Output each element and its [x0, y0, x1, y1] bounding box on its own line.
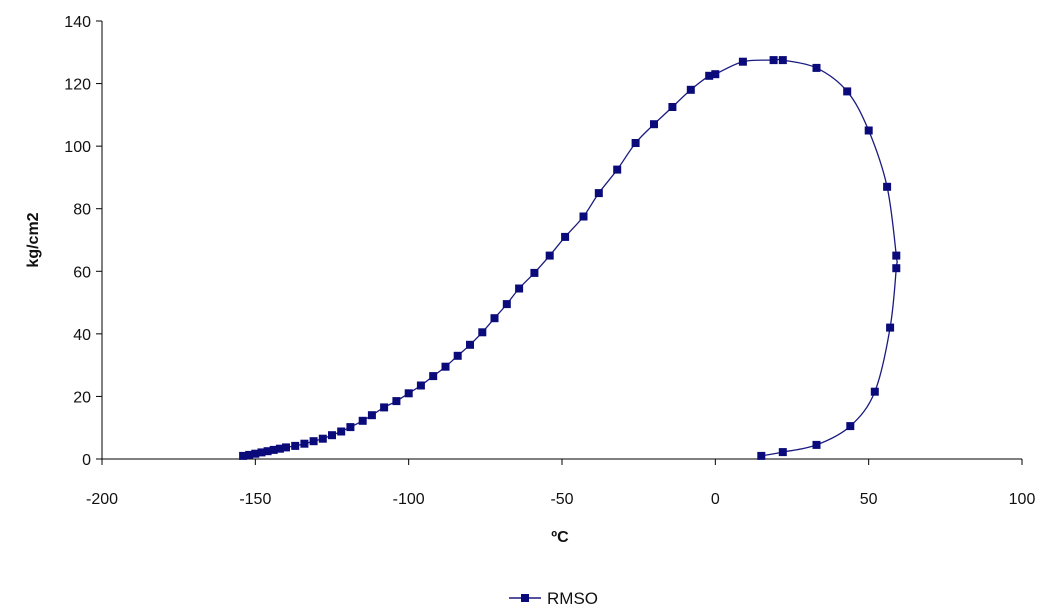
x-tick-label: -100: [393, 491, 425, 508]
data-point: [886, 323, 895, 332]
data-point: [686, 85, 695, 94]
data-point: [239, 451, 248, 460]
legend-marker-swatch: [521, 594, 529, 602]
series-line-group: [242, 58, 898, 457]
data-point: [846, 422, 855, 431]
data-point: [738, 57, 747, 66]
y-tick-label: 100: [64, 139, 91, 156]
data-point: [478, 328, 487, 337]
y-tick-label: 20: [73, 389, 91, 406]
y-axis-title: kg/cm2: [25, 212, 42, 267]
data-point: [300, 439, 309, 448]
data-point: [769, 56, 778, 65]
data-point: [257, 448, 266, 457]
legend-label-rmso: RMSO: [547, 589, 598, 607]
data-point: [561, 232, 570, 241]
data-point: [275, 444, 284, 453]
series-markers-group: [239, 56, 901, 460]
data-point: [291, 441, 300, 450]
data-point: [441, 362, 450, 371]
y-tick-label: 140: [64, 14, 91, 31]
data-point: [812, 63, 821, 72]
y-tick-label: 0: [82, 452, 91, 469]
y-tick-label: 60: [73, 264, 91, 281]
data-point: [757, 451, 766, 460]
data-point: [263, 447, 272, 456]
data-point: [346, 423, 355, 432]
data-point: [466, 340, 474, 349]
data-point: [892, 251, 901, 260]
data-point: [367, 411, 376, 420]
data-point: [594, 189, 603, 198]
data-point: [490, 314, 499, 323]
series-line: [242, 58, 898, 457]
axes: 0 20 40 60 80 100 120 140 -200 -150 -100 -50 0 50 100: [64, 14, 1035, 508]
data-point: [269, 445, 278, 454]
data-point: [778, 56, 787, 65]
data-point: [380, 403, 389, 412]
data-point: [282, 443, 290, 452]
data-point: [530, 268, 539, 277]
data-point: [613, 165, 622, 174]
x-tick-label: -150: [239, 491, 271, 508]
legend: RMSO: [509, 589, 598, 607]
data-point: [358, 416, 367, 425]
data-point: [416, 381, 425, 390]
data-point: [579, 212, 588, 221]
data-point: [631, 139, 640, 147]
data-point: [892, 264, 901, 273]
data-point: [328, 431, 336, 440]
x-tick-label: 0: [711, 491, 720, 508]
x-tick-label: 50: [860, 491, 878, 508]
y-tick-label: 40: [73, 327, 91, 344]
data-point: [251, 449, 260, 458]
data-point: [864, 126, 873, 135]
data-point: [309, 437, 318, 446]
data-point: [812, 440, 821, 449]
x-axis-title: ºC: [551, 529, 569, 546]
data-point: [545, 251, 554, 260]
x-tick-label: -200: [86, 491, 118, 508]
y-tick-label: 80: [73, 202, 91, 219]
data-point: [429, 372, 438, 381]
data-point: [870, 387, 879, 396]
data-point: [711, 70, 720, 79]
data-point: [245, 450, 254, 459]
y-tick-label: 120: [64, 77, 91, 94]
data-point: [515, 284, 524, 293]
data-point: [392, 397, 401, 406]
data-point: [318, 434, 327, 443]
data-point: [778, 448, 787, 457]
data-point: [453, 351, 462, 360]
data-point: [883, 182, 892, 191]
data-point: [668, 103, 677, 111]
data-point: [843, 87, 852, 96]
data-point: [502, 300, 511, 309]
data-point: [337, 427, 346, 436]
data-point: [705, 71, 714, 80]
x-tick-label: -50: [550, 491, 573, 508]
data-point: [404, 389, 413, 398]
data-point: [650, 120, 658, 129]
x-tick-label: 100: [1009, 491, 1036, 508]
